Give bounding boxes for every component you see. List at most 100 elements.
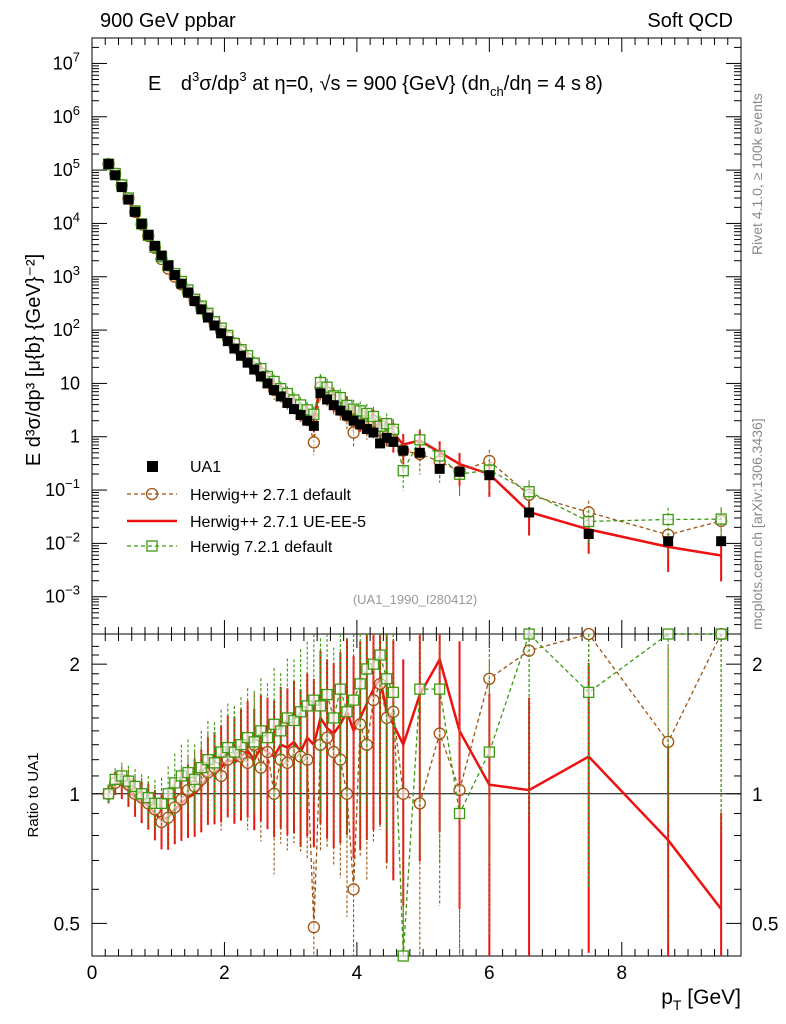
h72-ratio-marker: [308, 694, 320, 706]
ratio-frame: [91, 633, 742, 957]
data-point: [361, 423, 372, 434]
h72-ratio-marker: [275, 725, 287, 737]
ratio-tick-label: 2: [69, 655, 80, 676]
data-point: [335, 405, 346, 416]
h72-ratio-marker: [321, 688, 333, 701]
h72-main-marker: [334, 391, 346, 404]
legend-label-h27ue: Herwig++ 2.7.1 UE-EE-5: [190, 514, 366, 531]
data-point: [123, 194, 134, 205]
h72-ratio-marker: [301, 700, 313, 712]
header-left: 900 GeV ppbar: [100, 10, 236, 32]
mcplots-label: mcplots.cern.ch [arXiv:1306.3436]: [749, 418, 765, 630]
ratio-tick-label: 0.5: [54, 914, 80, 935]
data-point: [388, 436, 399, 447]
analysis-watermark: (UA1_1990_I280412): [353, 592, 477, 607]
title-8: 8): [585, 73, 603, 95]
data-point: [110, 170, 121, 181]
h72-ratio-marker: [334, 683, 346, 695]
h72-ratio-marker: [188, 773, 201, 786]
h72-ratio-marker: [347, 694, 360, 706]
h72-ratio-marker: [129, 780, 141, 793]
h72-ratio-marker: [261, 732, 274, 744]
data-point: [315, 388, 326, 399]
y-tick-label: 10: [60, 373, 80, 393]
h72-ratio-marker: [235, 739, 247, 751]
h72-ratio-marker: [102, 788, 115, 800]
y-tick-label: 102: [53, 316, 80, 340]
h72-main-marker: [715, 513, 727, 525]
title-d-sup: 3: [192, 69, 199, 84]
y-tick-label: 107: [53, 49, 80, 73]
plot-title: E d3σ/dp3 at η=0, √s = 900 {GeV} (dnch/d…: [148, 69, 603, 99]
data-point: [355, 419, 366, 430]
h72-ratio-marker: [414, 683, 426, 695]
h72-ratio-marker: [387, 686, 399, 699]
h72-main-marker: [662, 513, 674, 526]
data-point: [229, 343, 240, 354]
main-series-group: [102, 157, 728, 582]
h27def-ratio-marker: [397, 787, 410, 800]
h27def-main-marker: [347, 426, 360, 439]
h72-ratio-marker: [155, 797, 168, 810]
title-e: E: [148, 73, 161, 95]
title-deta: /dη = 4 s: [504, 73, 581, 95]
ratio-tick-label-right: 1: [752, 785, 763, 806]
y-tick-label: 10−3: [45, 583, 80, 607]
h72-ratio-marker: [367, 658, 380, 670]
data-point: [375, 438, 386, 449]
h72-ratio-marker: [523, 628, 535, 640]
h27def-ratio-marker: [261, 745, 274, 759]
data-point: [216, 328, 227, 339]
ratio-axis-label: Ratio to UA1: [25, 752, 42, 837]
h72-ratio-marker: [142, 791, 154, 804]
data-point: [322, 394, 333, 405]
y-tick-label: 106: [53, 103, 80, 127]
h72-ratio-marker: [169, 777, 181, 789]
h72-ratio-marker: [268, 718, 280, 730]
h72-ratio-marker: [483, 746, 495, 758]
data-point: [398, 445, 409, 456]
data-point: [249, 364, 260, 375]
h72-ratio-marker: [314, 700, 327, 712]
data-point: [348, 415, 359, 426]
x-tick-label: 0: [87, 963, 98, 984]
title-root: √: [320, 73, 331, 95]
h72-ratio-marker: [662, 628, 674, 640]
data-point: [196, 304, 207, 315]
data-point: [242, 357, 253, 368]
rivet-label: Rivet 4.1.0, ≥ 100k events: [749, 93, 765, 255]
data-point: [381, 432, 392, 443]
x-tick-label: 6: [484, 963, 495, 984]
h72-ratio-marker: [328, 712, 340, 724]
data-point: [209, 320, 220, 331]
data-point: [222, 336, 233, 347]
data-point: [454, 466, 465, 477]
h72-ratio-marker: [583, 686, 595, 699]
h72-ratio-marker: [182, 766, 194, 779]
h72-ratio-marker: [294, 706, 307, 718]
h72-ratio-marker: [434, 683, 446, 695]
y-tick-label: 105: [53, 156, 80, 180]
data-point: [583, 529, 594, 540]
data-point: [368, 427, 379, 438]
h27def-ratio-marker: [281, 756, 294, 769]
ratio-tick-label: 1: [69, 785, 80, 806]
data-point: [414, 447, 425, 458]
h27def-ratio-marker: [320, 731, 334, 744]
data-point: [136, 218, 147, 229]
h72-main-marker: [321, 381, 333, 393]
h72-main-marker: [367, 410, 380, 423]
data-point: [183, 287, 194, 298]
data-point: [156, 250, 167, 261]
title-p-sup: 3: [239, 69, 246, 84]
data-point: [130, 206, 141, 217]
ratio-tick-label-right: 2: [752, 655, 763, 676]
data-point: [716, 536, 727, 547]
data-point: [103, 159, 114, 170]
x-axis-label: pT [GeV]: [661, 986, 741, 1013]
data-point: [434, 463, 445, 474]
h27def-ratio-marker: [168, 801, 181, 814]
y-tick-label: 103: [53, 263, 80, 287]
data-point: [484, 470, 495, 481]
